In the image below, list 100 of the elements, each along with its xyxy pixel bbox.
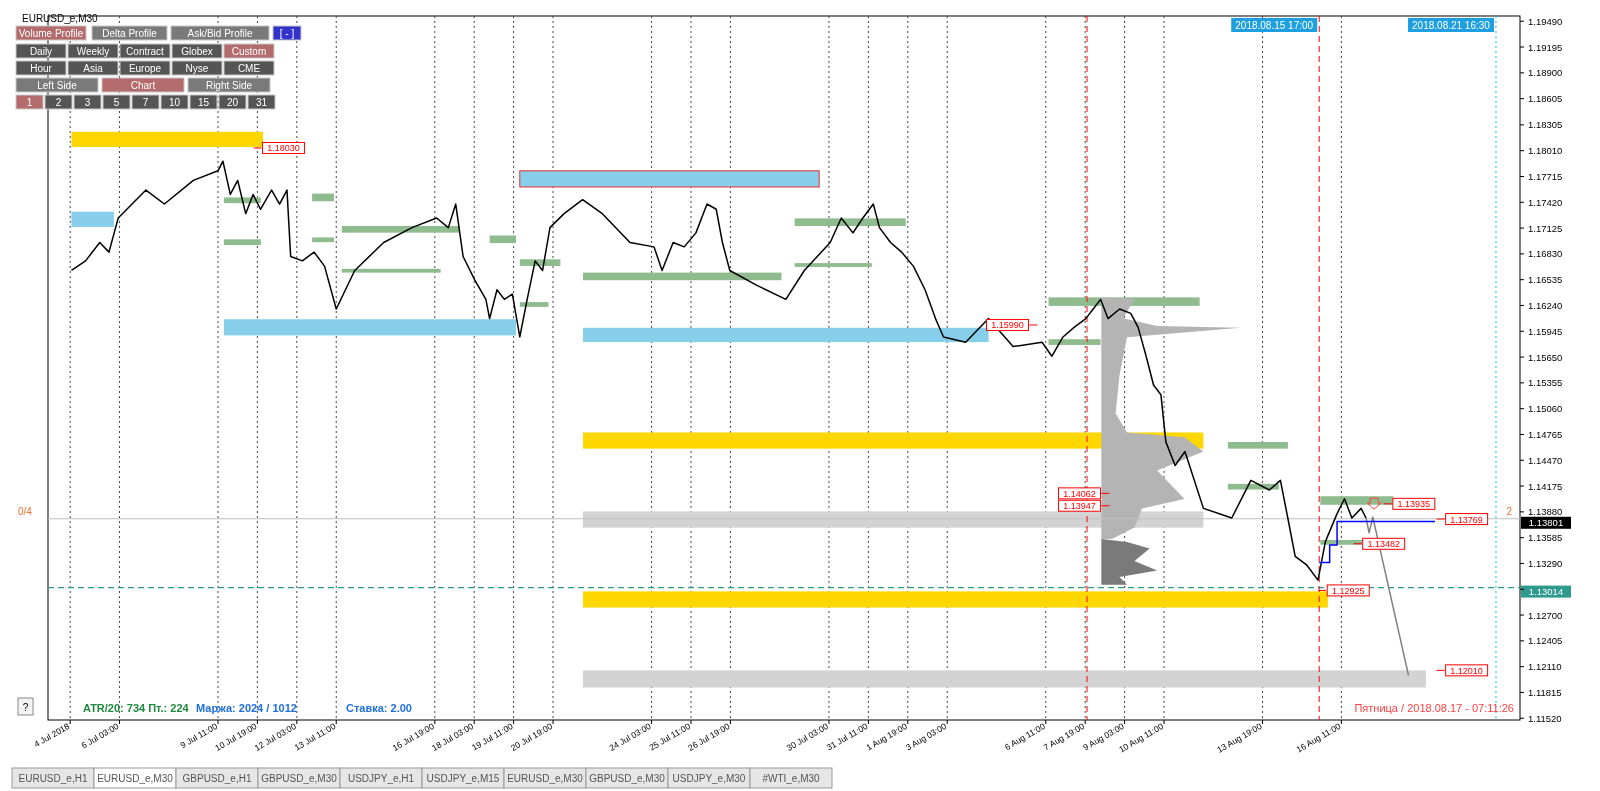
button: Left Side [15,77,99,93]
button: Right Side [187,77,271,93]
annotation: 1.13947 [1063,501,1096,512]
button: 7 [131,94,160,110]
y-tick-label: 1.16830 [1528,248,1563,260]
y-tick-label: 1.11520 [1528,712,1562,724]
annotation: Маржа: 2024 / 1012 [196,702,297,714]
tab: GBPUSD_e,H1 [175,767,259,789]
y-tick-label: 1.15355 [1528,377,1563,389]
button: 31 [247,94,276,110]
annotation: Right Side [205,80,253,91]
y-tick-label: 1.17125 [1528,222,1563,234]
annotation: 2 [55,97,62,108]
annotation: 3 [84,97,91,108]
annotation: 1.13935 [1397,499,1431,510]
y-tick-label: 1.15060 [1528,403,1563,415]
button: Europe [119,60,171,76]
annotation: 1.18030 [267,143,300,154]
ref-line-label: 1.13014 [1528,586,1564,598]
y-tick-label: 1.13290 [1528,557,1563,569]
y-tick-label: 1.19490 [1528,15,1563,27]
annotation: [ - ] [279,28,295,39]
y-tick-label: 1.12405 [1528,635,1563,647]
button: Weekly [67,43,119,59]
button: Asia [67,60,119,76]
annotation: 1.15990 [991,320,1024,331]
y-tick-label: 1.12110 [1528,661,1562,673]
button: Volume Profile [15,25,87,41]
line-series [70,160,1367,581]
y-tick-label: 1.17420 [1528,196,1563,208]
annotation: Nyse [185,63,209,74]
x-tick-label: 4 Jul 2018 [32,720,72,750]
annotation: Europe [128,63,162,74]
annotation: CME [237,63,261,74]
y-tick-label: 1.15650 [1528,351,1563,363]
annotation: 7 [142,97,149,108]
annotation: 1.12010 [1450,665,1483,676]
button: 20 [218,94,247,110]
annotation: Globex [181,46,213,57]
button: 5 [102,94,131,110]
y-tick-label: 1.18605 [1528,93,1563,105]
y-tick-label: 1.18010 [1528,145,1563,157]
button: Daily [15,43,67,59]
annotation: 10 [168,97,181,108]
tab: GBPUSD_e,M30 [585,767,669,789]
annotation: Hour [30,63,53,74]
annotation: Weekly [76,46,110,57]
annotation: Delta Profile [102,28,158,39]
annotation: Daily [29,46,53,57]
line-series [1365,516,1410,677]
annotation: Chart [130,80,156,91]
annotation: 31 [255,97,268,108]
tab: USDJPY_e,H1 [339,767,423,789]
annotation: 20 [226,97,239,108]
text: 0/4 [18,505,33,517]
ref-line-label: 2018.08.15 17:00 [1235,20,1314,31]
y-tick-label: 1.16535 [1528,274,1563,286]
button: Custom [223,43,275,59]
ref-line-label: 2018.08.21 16:30 [1412,20,1491,31]
annotation: ATR/20: 734 Пт.: 224 [83,702,190,714]
tab: EURUSD_e,M30 [93,767,177,789]
button: 3 [73,94,102,110]
button: 1 [15,94,44,110]
annotation: 1.13482 [1367,539,1400,550]
button: CME [223,60,275,76]
button: Hour [15,60,67,76]
ref-line-label: 1.13801 [1528,517,1564,529]
y-tick-label: 1.13585 [1528,532,1563,544]
annotation: 1.14062 [1063,488,1096,499]
tab: EURUSD_e,M30 [503,767,587,789]
y-tick-label: 1.16240 [1528,299,1563,311]
tab: USDJPY_e,M15 [421,767,505,789]
y-tick-label: 1.14470 [1528,454,1563,466]
y-tick-label: 1.14175 [1528,480,1563,492]
button: 10 [160,94,189,110]
annotation: Left Side [37,80,78,91]
annotation: Custom [231,46,267,57]
tab: USDJPY_e,M30 [667,767,751,789]
button: 15 [189,94,218,110]
annotation: Contract [126,46,165,57]
y-tick-label: 1.17715 [1528,170,1563,182]
annotation: 2 [1506,505,1513,517]
tab: EURUSD_e,H1 [11,767,95,789]
button: Chart [101,77,185,93]
button: Delta Profile [91,25,168,41]
annotation: 5 [113,97,120,108]
annotation: 15 [197,97,210,108]
button: 2 [44,94,73,110]
y-tick-label: 1.14765 [1528,428,1563,440]
annotation: Ask/Bid Profile [187,28,253,39]
annotation: Пятница / 2018.08.17 - 07:11:26 [1354,702,1514,714]
y-tick-label: 1.13880 [1528,506,1563,518]
button: Globex [171,43,223,59]
annotation: Ставка: 2.00 [346,702,412,714]
button: [ - ] [272,25,302,41]
y-tick-label: 1.11815 [1528,686,1562,698]
y-tick-label: 1.15945 [1528,325,1563,337]
tab: GBPUSD_e,M30 [257,767,341,789]
help-button: ? [17,697,34,716]
tab: #WTI_e,M30 [749,767,833,789]
